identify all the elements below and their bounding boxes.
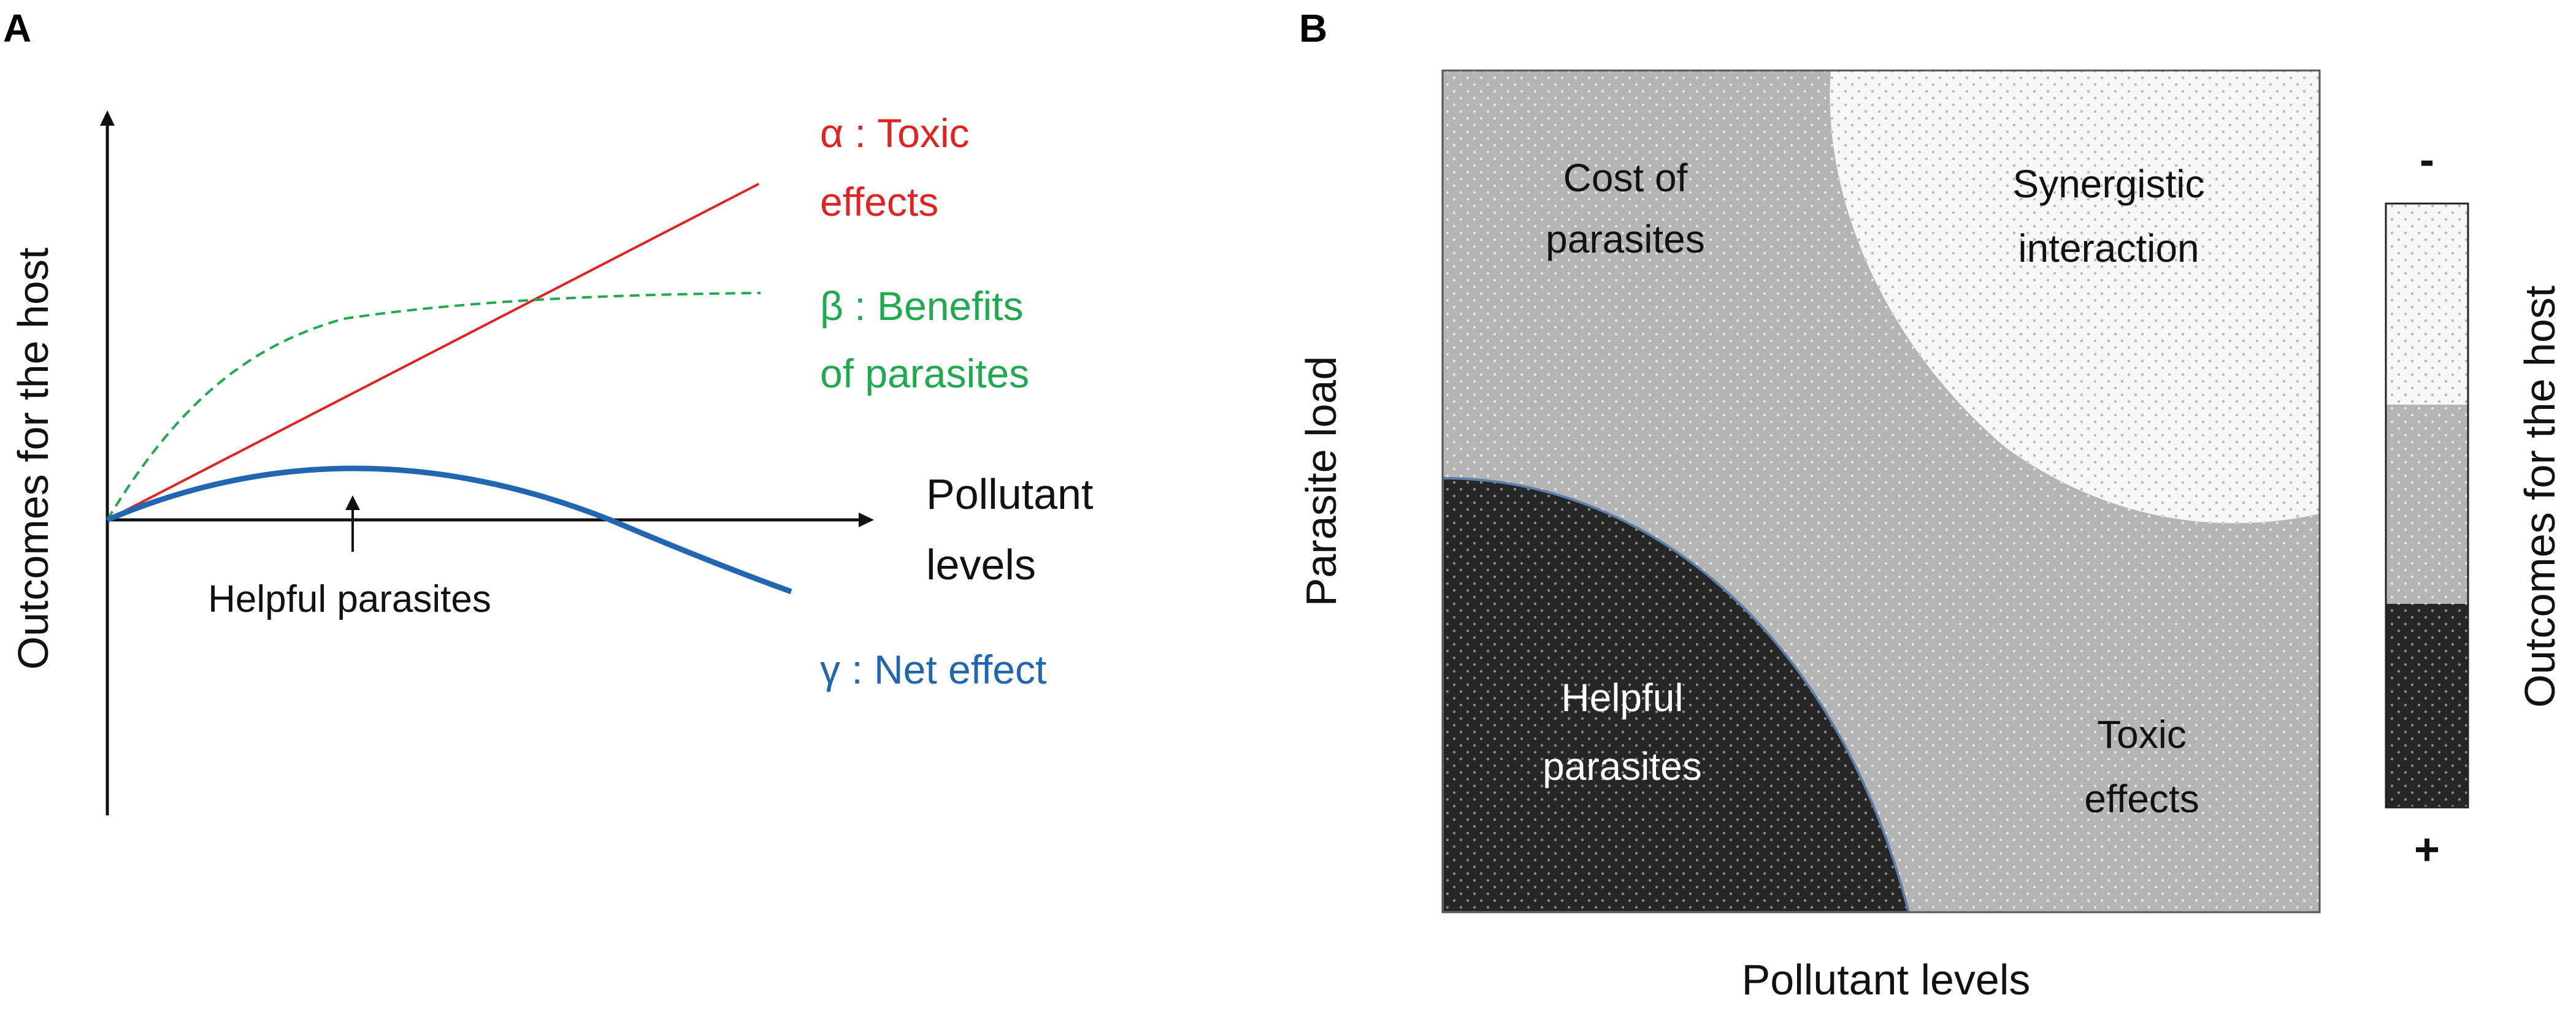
region-synergy-label-line1: Synergistic — [2013, 162, 2205, 206]
colorbar-dark-segment — [2386, 604, 2468, 807]
region-helpful-label-line2: parasites — [1543, 744, 1702, 788]
colorbar-label: Outcomes for the host — [2516, 286, 2564, 708]
beta-benefits-curve — [106, 292, 761, 521]
colorbar-frame — [2385, 202, 2469, 809]
panel-b: B Cost of parasites Synergistic interact… — [1297, 6, 2564, 1004]
colorbar-light-segment — [2386, 204, 2468, 405]
panel-a: A Outcomes for the host Pollutant levels… — [3, 6, 1093, 815]
x-axis-arrowhead — [859, 513, 874, 527]
region-toxic-label-line1: Toxic — [2097, 712, 2187, 757]
panel-a-axes — [100, 110, 874, 815]
panel-a-letter: A — [3, 6, 31, 50]
gamma-label: γ : Net effect — [820, 647, 1046, 692]
panel-b-x-axis-label: Pollutant levels — [1742, 956, 2031, 1004]
panel-a-y-axis-label: Outcomes for the host — [9, 248, 57, 670]
panel-b-frame — [1441, 69, 2321, 913]
beta-label-line1: β : Benefits — [820, 283, 1023, 329]
colorbar-mid-segment — [2386, 405, 2468, 604]
gamma-net-effect-curve — [106, 465, 792, 595]
region-synergy-label-line2: interaction — [2018, 226, 2199, 270]
region-helpful-parasites — [1443, 476, 1911, 912]
panel-b-letter: B — [1299, 6, 1327, 50]
x-axis-label-line2: levels — [926, 541, 1036, 589]
alpha-toxic-line — [107, 183, 759, 521]
colorbar-top-sign: - — [2420, 135, 2434, 185]
colorbar-bottom-sign: + — [2414, 825, 2440, 874]
alpha-label-line1: α : Toxic — [820, 110, 970, 156]
region-toxic-label-line2: effects — [2084, 777, 2199, 821]
helpful-arrowhead — [345, 495, 360, 510]
y-axis-arrowhead — [100, 110, 115, 126]
region-cost-label-line1: Cost of — [1563, 156, 1688, 200]
panel-b-y-axis-label: Parasite load — [1297, 356, 1345, 607]
colorbar: - + Outcomes for the host — [2385, 135, 2564, 874]
region-synergistic-interaction — [1830, 71, 2320, 524]
region-helpful-label-line1: Helpful — [1561, 676, 1683, 720]
x-axis-label-line1: Pollutant — [926, 470, 1093, 518]
alpha-label-line2: effects — [820, 179, 938, 224]
region-cost-label-line2: parasites — [1546, 217, 1705, 261]
beta-label-line2: of parasites — [820, 351, 1029, 396]
helpful-parasites-label: Helpful parasites — [208, 578, 491, 620]
